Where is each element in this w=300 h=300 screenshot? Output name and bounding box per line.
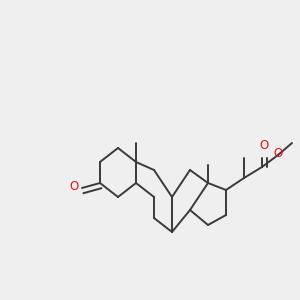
Text: O: O [70, 180, 79, 193]
Text: O: O [273, 147, 283, 160]
Text: O: O [259, 140, 268, 152]
